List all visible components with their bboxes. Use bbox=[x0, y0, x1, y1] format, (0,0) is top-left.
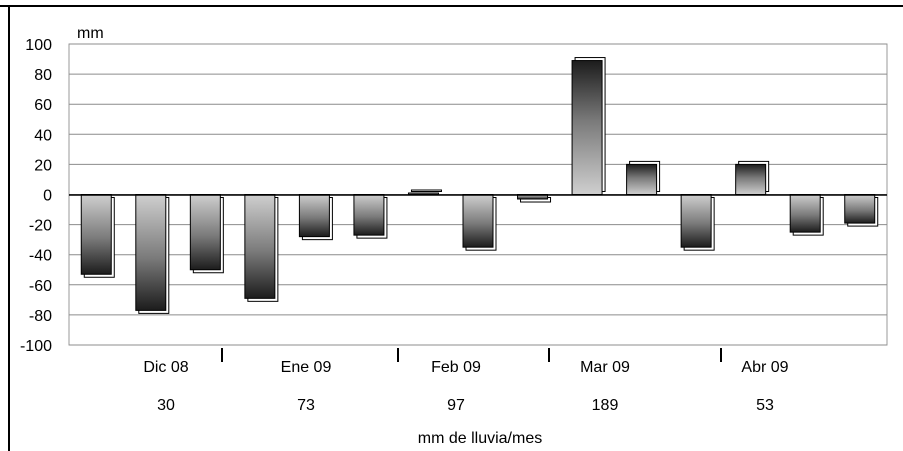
rain-value-label: 189 bbox=[592, 397, 619, 414]
bar bbox=[298, 194, 333, 241]
bars bbox=[80, 57, 879, 314]
x-group-label: Abr 09 bbox=[741, 359, 788, 376]
y-axis-unit-label: mm bbox=[77, 25, 104, 42]
y-tick-label: 40 bbox=[34, 127, 52, 144]
bar bbox=[571, 57, 606, 196]
rain-value-label: 73 bbox=[297, 397, 315, 414]
rain-value-label: 30 bbox=[157, 397, 175, 414]
y-tick-label: 20 bbox=[34, 157, 52, 174]
bar bbox=[80, 194, 115, 278]
bar bbox=[135, 194, 170, 314]
rain-value-label: 97 bbox=[447, 397, 465, 414]
bar bbox=[735, 160, 770, 195]
bar bbox=[626, 160, 661, 195]
bar bbox=[789, 194, 824, 236]
y-tick-labels: 100 80 60 40 20 0 -20 -40 -60 -80 -100 bbox=[20, 37, 52, 355]
bar bbox=[244, 194, 279, 302]
y-tick-label: -60 bbox=[29, 278, 52, 295]
y-tick-label: 60 bbox=[34, 97, 52, 114]
x-group-label: Dic 08 bbox=[143, 359, 188, 376]
y-tick-label: -100 bbox=[20, 338, 52, 355]
y-tick-label: 100 bbox=[25, 37, 52, 54]
x-group-label: Mar 09 bbox=[580, 359, 630, 376]
x-group-label: Ene 09 bbox=[281, 359, 332, 376]
y-tick-label: -40 bbox=[29, 248, 52, 265]
y-tick-label: 80 bbox=[34, 67, 52, 84]
x-group-labels: Dic 08 30 Ene 09 73 Feb 09 97 Mar 09 189 Abr 09 5… bbox=[143, 348, 789, 414]
bar bbox=[353, 194, 388, 239]
rain-value-label: 53 bbox=[756, 397, 774, 414]
y-tick-label: -80 bbox=[29, 308, 52, 325]
bar bbox=[462, 194, 497, 251]
bar bbox=[680, 194, 715, 251]
x-axis-label: mm de lluvia/mes bbox=[418, 430, 542, 447]
bar bbox=[844, 194, 879, 227]
bar bbox=[189, 194, 224, 274]
x-group-label: Feb 09 bbox=[431, 359, 481, 376]
y-tick-label: -20 bbox=[29, 218, 52, 235]
y-tick-label: 0 bbox=[43, 188, 52, 205]
